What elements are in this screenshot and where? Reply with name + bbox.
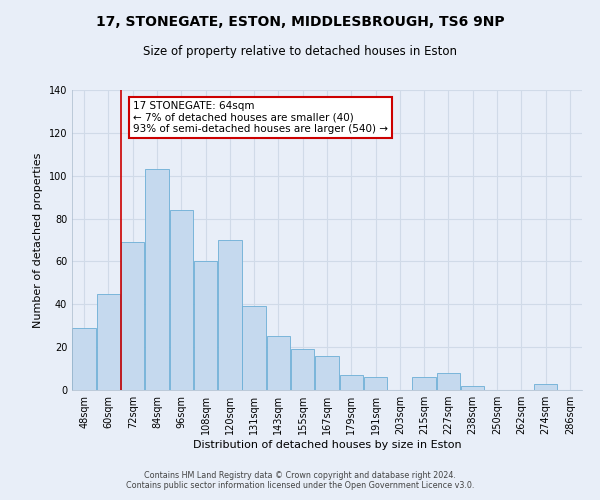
Bar <box>461 386 484 390</box>
Bar <box>437 373 460 390</box>
Bar <box>364 377 388 390</box>
Bar <box>97 294 120 390</box>
Bar <box>266 336 290 390</box>
X-axis label: Distribution of detached houses by size in Eston: Distribution of detached houses by size … <box>193 440 461 450</box>
Bar <box>291 350 314 390</box>
Bar <box>412 377 436 390</box>
Text: Size of property relative to detached houses in Eston: Size of property relative to detached ho… <box>143 45 457 58</box>
Text: 17, STONEGATE, ESTON, MIDDLESBROUGH, TS6 9NP: 17, STONEGATE, ESTON, MIDDLESBROUGH, TS6… <box>95 15 505 29</box>
Bar <box>315 356 339 390</box>
Bar <box>170 210 193 390</box>
Bar <box>121 242 145 390</box>
Bar <box>242 306 266 390</box>
Bar <box>218 240 242 390</box>
Bar <box>194 262 217 390</box>
Bar <box>340 375 363 390</box>
Y-axis label: Number of detached properties: Number of detached properties <box>33 152 43 328</box>
Bar <box>145 170 169 390</box>
Text: Contains HM Land Registry data © Crown copyright and database right 2024.
Contai: Contains HM Land Registry data © Crown c… <box>126 470 474 490</box>
Bar <box>534 384 557 390</box>
Text: 17 STONEGATE: 64sqm
← 7% of detached houses are smaller (40)
93% of semi-detache: 17 STONEGATE: 64sqm ← 7% of detached hou… <box>133 100 388 134</box>
Bar <box>73 328 96 390</box>
